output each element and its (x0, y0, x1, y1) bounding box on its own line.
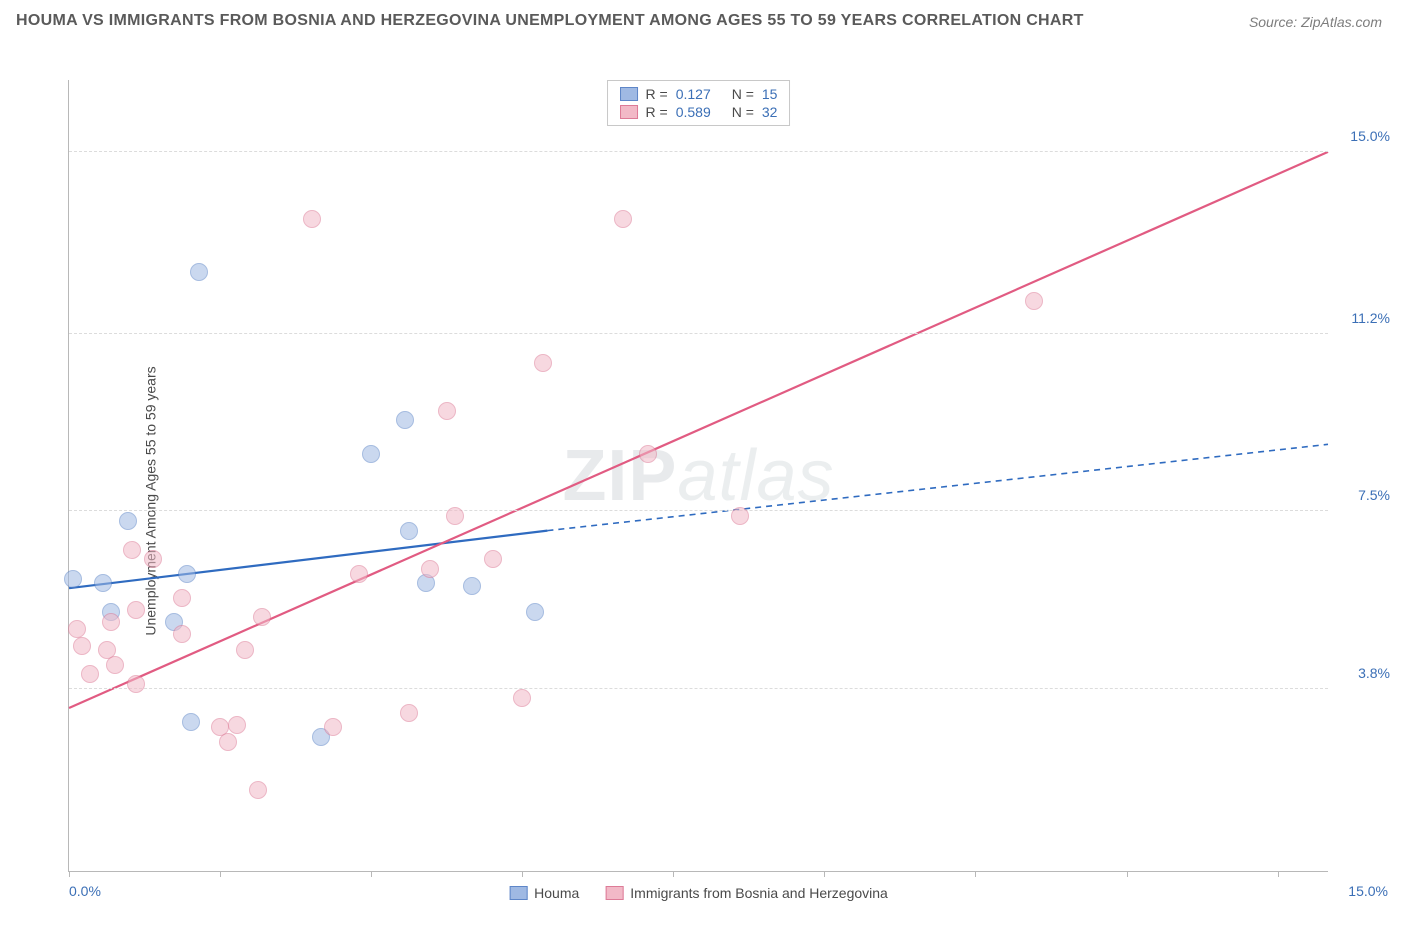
x-axis-min-label: 0.0% (69, 883, 101, 899)
data-point (81, 665, 99, 683)
legend-swatch (605, 886, 623, 900)
data-point (68, 620, 86, 638)
chart-header: HOUMA VS IMMIGRANTS FROM BOSNIA AND HERZ… (0, 0, 1406, 38)
x-axis-max-label: 15.0% (1348, 883, 1388, 899)
chart-container: Unemployment Among Ages 55 to 59 years Z… (16, 80, 1398, 922)
data-point (119, 512, 137, 530)
legend-row: R = 0.589 N = 32 (620, 103, 778, 121)
data-point (438, 402, 456, 420)
series-legend-item: Immigrants from Bosnia and Herzegovina (605, 885, 888, 901)
legend-n-value: 15 (762, 86, 778, 102)
gridline (69, 510, 1328, 511)
data-point (463, 577, 481, 595)
data-point (303, 210, 321, 228)
legend-swatch (620, 105, 638, 119)
data-point (102, 613, 120, 631)
x-tick (1278, 871, 1279, 877)
x-tick (1127, 871, 1128, 877)
x-tick (69, 871, 70, 877)
y-tick-label: 11.2% (1351, 310, 1390, 326)
gridline (69, 151, 1328, 152)
gridline (69, 688, 1328, 689)
data-point (178, 565, 196, 583)
legend-r-value: 0.127 (676, 86, 724, 102)
data-point (106, 656, 124, 674)
data-point (421, 560, 439, 578)
data-point (362, 445, 380, 463)
x-tick (220, 871, 221, 877)
data-point (513, 689, 531, 707)
series-legend-label: Houma (534, 885, 579, 901)
series-legend-label: Immigrants from Bosnia and Herzegovina (630, 885, 888, 901)
correlation-legend: R = 0.127 N = 15 R = 0.589 N = 32 (607, 80, 791, 126)
data-point (219, 733, 237, 751)
legend-swatch (620, 87, 638, 101)
y-tick-label: 15.0% (1350, 128, 1390, 144)
data-point (400, 522, 418, 540)
data-point (173, 589, 191, 607)
data-point (534, 354, 552, 372)
legend-r-value: 0.589 (676, 104, 724, 120)
y-tick-label: 3.8% (1358, 665, 1390, 681)
data-point (614, 210, 632, 228)
data-point (94, 574, 112, 592)
data-point (324, 718, 342, 736)
legend-swatch (509, 886, 527, 900)
series-legend: Houma Immigrants from Bosnia and Herzegov… (509, 885, 888, 901)
data-point (73, 637, 91, 655)
data-point (144, 550, 162, 568)
x-tick (824, 871, 825, 877)
data-point (253, 608, 271, 626)
legend-row: R = 0.127 N = 15 (620, 85, 778, 103)
trend-lines (69, 80, 1328, 871)
data-point (249, 781, 267, 799)
legend-r-label: R = (646, 104, 668, 120)
data-point (236, 641, 254, 659)
chart-title: HOUMA VS IMMIGRANTS FROM BOSNIA AND HERZ… (16, 8, 1084, 34)
data-point (400, 704, 418, 722)
plot-area: ZIPatlas R =0.127N =15R =0.589N =32 0.0%… (68, 80, 1328, 872)
data-point (484, 550, 502, 568)
x-tick (522, 871, 523, 877)
data-point (127, 601, 145, 619)
x-tick (673, 871, 674, 877)
series-legend-item: Houma (509, 885, 579, 901)
chart-source: Source: ZipAtlas.com (1249, 14, 1390, 34)
data-point (182, 713, 200, 731)
data-point (173, 625, 191, 643)
data-point (127, 675, 145, 693)
x-tick (371, 871, 372, 877)
data-point (64, 570, 82, 588)
data-point (1025, 292, 1043, 310)
legend-n-label: N = (732, 86, 754, 102)
legend-n-value: 32 (762, 104, 778, 120)
data-point (350, 565, 368, 583)
data-point (446, 507, 464, 525)
legend-n-label: N = (732, 104, 754, 120)
x-tick (975, 871, 976, 877)
data-point (228, 716, 246, 734)
legend-r-label: R = (646, 86, 668, 102)
data-point (639, 445, 657, 463)
data-point (396, 411, 414, 429)
data-point (526, 603, 544, 621)
data-point (190, 263, 208, 281)
data-point (123, 541, 141, 559)
y-tick-label: 7.5% (1358, 487, 1390, 503)
gridline (69, 333, 1328, 334)
data-point (731, 507, 749, 525)
